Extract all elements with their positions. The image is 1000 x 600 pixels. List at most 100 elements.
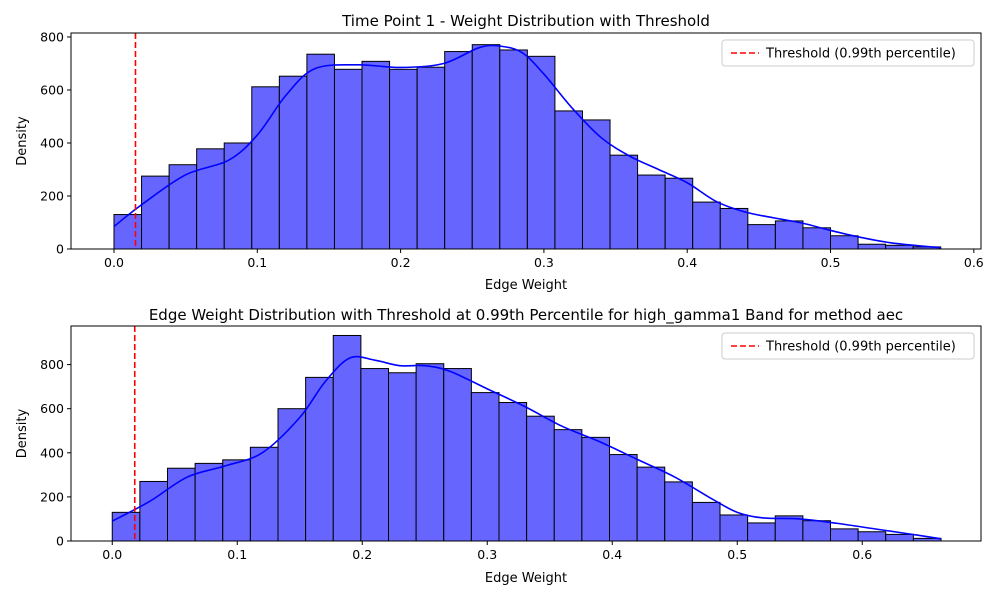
histogram-bar xyxy=(389,68,418,250)
histogram-bar xyxy=(444,51,473,250)
histogram-bar xyxy=(691,501,721,542)
x-axis-label: Edge Weight xyxy=(485,278,567,293)
histogram-bar xyxy=(277,408,307,542)
kde-line xyxy=(111,355,942,540)
x-tick-label: 0.6 xyxy=(964,255,984,270)
histogram-bar xyxy=(554,110,583,250)
y-tick-label: 800 xyxy=(40,29,64,44)
x-tick-label: 0.5 xyxy=(727,547,747,562)
y-tick-label: 0 xyxy=(56,534,64,549)
histogram-bar xyxy=(196,148,225,250)
histogram-bar xyxy=(332,334,362,542)
histogram-bar xyxy=(443,368,472,542)
legend-label-threshold: Threshold (0.99th percentile) xyxy=(765,47,956,62)
histogram-bar xyxy=(802,520,831,542)
histogram-bar xyxy=(526,55,556,250)
histogram-bar xyxy=(305,376,334,542)
x-tick-label: 0.3 xyxy=(477,547,497,562)
x-tick-label: 0.3 xyxy=(534,255,554,270)
histogram-bar xyxy=(251,86,280,250)
histogram-bar xyxy=(360,368,389,542)
x-tick-label: 0.6 xyxy=(852,547,872,562)
chart-bottom: 0.0 0.1 0.2 0.3 0.4 0.5 0.6 0 200 400 600 800 Edge W… xyxy=(15,306,982,586)
x-tick-label: 0.2 xyxy=(352,547,372,562)
histogram-bar xyxy=(498,402,528,542)
chart-top: 0.0 0.1 0.2 0.3 0.4 0.5 0.6 0 200 400 600 800 Time P… xyxy=(15,12,984,293)
histogram-bar xyxy=(167,467,196,542)
y-tick-label: 600 xyxy=(40,401,64,416)
axes-frame xyxy=(70,32,982,250)
histogram-bars xyxy=(113,44,942,250)
legend-box xyxy=(721,332,975,360)
histogram-bar xyxy=(111,511,141,542)
histogram-bar xyxy=(333,68,363,250)
histogram-bar xyxy=(719,514,749,542)
histogram-bar xyxy=(388,372,417,542)
x-tick-label: 0.4 xyxy=(602,547,622,562)
chart-title: Edge Weight Distribution with Threshold … xyxy=(149,306,903,325)
legend: Threshold (0.99th percentile) xyxy=(721,39,975,67)
histogram-bar xyxy=(306,53,335,250)
histogram-bar xyxy=(774,220,804,250)
histogram-bar xyxy=(581,119,611,250)
histogram-bar xyxy=(747,522,776,542)
histogram-bar xyxy=(857,531,887,542)
chart-title: Time Point 1 - Weight Distribution with … xyxy=(341,12,710,30)
histogram-bar xyxy=(499,49,528,250)
y-tick-label: 400 xyxy=(40,445,64,460)
x-tick-label: 0.0 xyxy=(104,255,124,270)
histogram-bar xyxy=(581,436,610,542)
y-tick-label: 400 xyxy=(40,135,64,150)
histogram-bar xyxy=(222,459,251,542)
x-tick-label: 0.1 xyxy=(227,547,247,562)
histogram-bar xyxy=(139,480,168,542)
x-tick-label: 0.5 xyxy=(821,255,841,270)
y-axis-label: Density xyxy=(15,408,30,458)
y-tick-label: 800 xyxy=(40,357,64,372)
histogram-bar xyxy=(885,244,914,250)
y-tick-label: 600 xyxy=(40,82,64,97)
histogram-bar xyxy=(609,454,638,542)
histogram-bar xyxy=(526,415,555,542)
x-tick-label: 0.1 xyxy=(247,255,267,270)
histogram-bar xyxy=(471,44,501,250)
y-tick-label: 0 xyxy=(56,242,64,257)
histogram-bar xyxy=(719,207,749,250)
histogram-bar xyxy=(802,227,831,250)
histogram-bar xyxy=(664,481,693,542)
kde-line xyxy=(113,44,941,249)
axes-frame xyxy=(70,325,982,542)
histogram-bar xyxy=(249,446,279,542)
histogram-bar xyxy=(278,75,308,250)
histogram-bar xyxy=(415,363,445,542)
histogram-bar xyxy=(664,177,694,250)
histogram-bar xyxy=(361,60,391,250)
y-tick-label: 200 xyxy=(40,188,64,203)
histogram-bar xyxy=(223,142,253,250)
histogram-bar xyxy=(829,235,859,250)
histogram-bar xyxy=(774,515,804,542)
histogram-bar xyxy=(747,224,776,250)
y-tick-label: 200 xyxy=(40,489,64,504)
histogram-bar xyxy=(113,214,143,250)
histogram-bar xyxy=(168,164,198,250)
histogram-bar xyxy=(692,201,721,250)
histogram-bar xyxy=(194,462,224,542)
histogram-bar xyxy=(636,466,666,542)
histogram-bar xyxy=(830,528,859,542)
y-axis-label: Density xyxy=(15,116,30,166)
histogram-bar xyxy=(470,392,500,542)
histogram-bars xyxy=(111,334,942,542)
histogram-bar xyxy=(637,174,666,250)
x-tick-label: 0.0 xyxy=(102,547,122,562)
legend-label-threshold: Threshold (0.99th percentile) xyxy=(765,340,956,355)
histogram-bar xyxy=(416,66,446,250)
histogram-bar xyxy=(885,533,914,542)
x-tick-label: 0.2 xyxy=(391,255,411,270)
histogram-bar xyxy=(553,429,583,542)
x-tick-label: 0.4 xyxy=(677,255,697,270)
legend-box xyxy=(721,39,975,67)
histogram-bar xyxy=(857,243,887,250)
histogram-bar xyxy=(609,154,639,250)
